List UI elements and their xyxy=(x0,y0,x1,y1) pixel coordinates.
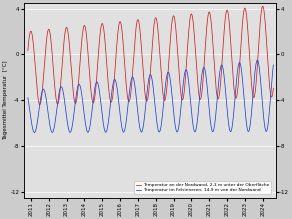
Temperatur im Felsinneren, 14,9 m von der Nordwand xyxy=(270,81,273,84)
Temperatur im Felsinneren, 14,9 m von der Nordwand xyxy=(100,107,103,110)
Temperatur an der Nordwand, 2,3 m unter der Oberfläche xyxy=(261,5,265,7)
Temperatur im Felsinneren, 14,9 m von der Nordwand xyxy=(230,126,234,128)
Temperatur an der Nordwand, 2,3 m unter der Oberfläche xyxy=(100,23,103,26)
Legend: Temperatur an der Nordwand, 2,3 m unter der Oberfläche, Temperatur im Felsinnere: Temperatur an der Nordwand, 2,3 m unter … xyxy=(134,181,271,194)
Temperatur im Felsinneren, 14,9 m von der Nordwand xyxy=(256,59,259,61)
Temperatur an der Nordwand, 2,3 m unter der Oberfläche xyxy=(229,41,232,44)
Temperatur an der Nordwand, 2,3 m unter der Oberfläche xyxy=(163,99,166,102)
Temperatur im Felsinneren, 14,9 m von der Nordwand xyxy=(163,90,166,92)
Temperatur an der Nordwand, 2,3 m unter der Oberfläche xyxy=(272,87,275,90)
Temperatur im Felsinneren, 14,9 m von der Nordwand xyxy=(33,131,36,134)
Temperatur im Felsinneren, 14,9 m von der Nordwand xyxy=(26,96,29,99)
Temperatur an der Nordwand, 2,3 m unter der Oberfläche xyxy=(198,98,202,101)
Temperatur an der Nordwand, 2,3 m unter der Oberfläche xyxy=(270,96,273,98)
Temperatur im Felsinneren, 14,9 m von der Nordwand xyxy=(198,90,202,93)
Y-axis label: Tagesmittel Temperatur  [°C]: Tagesmittel Temperatur [°C] xyxy=(3,61,8,140)
Temperatur an der Nordwand, 2,3 m unter der Oberfläche xyxy=(230,62,234,65)
Line: Temperatur an der Nordwand, 2,3 m unter der Oberfläche: Temperatur an der Nordwand, 2,3 m unter … xyxy=(28,6,273,105)
Line: Temperatur im Felsinneren, 14,9 m von der Nordwand: Temperatur im Felsinneren, 14,9 m von de… xyxy=(28,60,273,132)
Temperatur im Felsinneren, 14,9 m von der Nordwand xyxy=(229,130,232,133)
Temperatur im Felsinneren, 14,9 m von der Nordwand xyxy=(272,64,275,66)
Temperatur an der Nordwand, 2,3 m unter der Oberfläche xyxy=(38,103,41,106)
Temperatur an der Nordwand, 2,3 m unter der Oberfläche xyxy=(26,49,29,52)
